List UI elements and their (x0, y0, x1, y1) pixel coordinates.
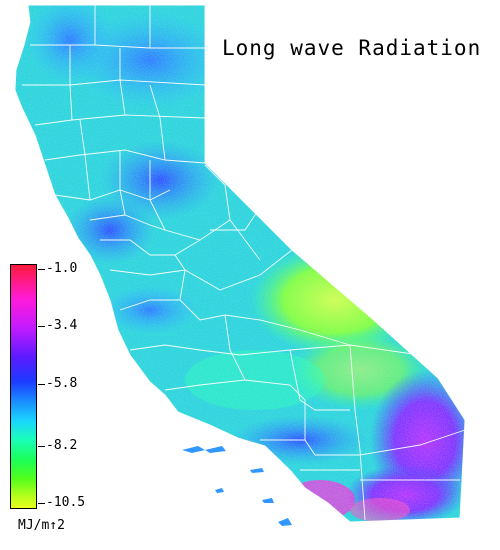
colorbar-tick (38, 269, 45, 270)
map-title: Long wave Radiation (222, 36, 482, 60)
colorbar-label: -8.2 (46, 438, 78, 453)
colorbar-label: -3.4 (46, 318, 78, 333)
colorbar-tick (38, 503, 45, 504)
colorbar-label: -5.8 (46, 376, 78, 391)
colorbar-tick (38, 384, 45, 385)
county-boundaries (14, 4, 466, 523)
colorbar (10, 264, 37, 509)
colorbar-tick (38, 446, 45, 447)
colorbar-label-max: -1.0 (46, 261, 78, 276)
colorbar-unit: MJ/m↑2 (18, 518, 65, 533)
colorbar-tick (38, 326, 45, 327)
colorbar-label-min: -10.5 (46, 495, 86, 510)
channel-islands (182, 446, 292, 526)
